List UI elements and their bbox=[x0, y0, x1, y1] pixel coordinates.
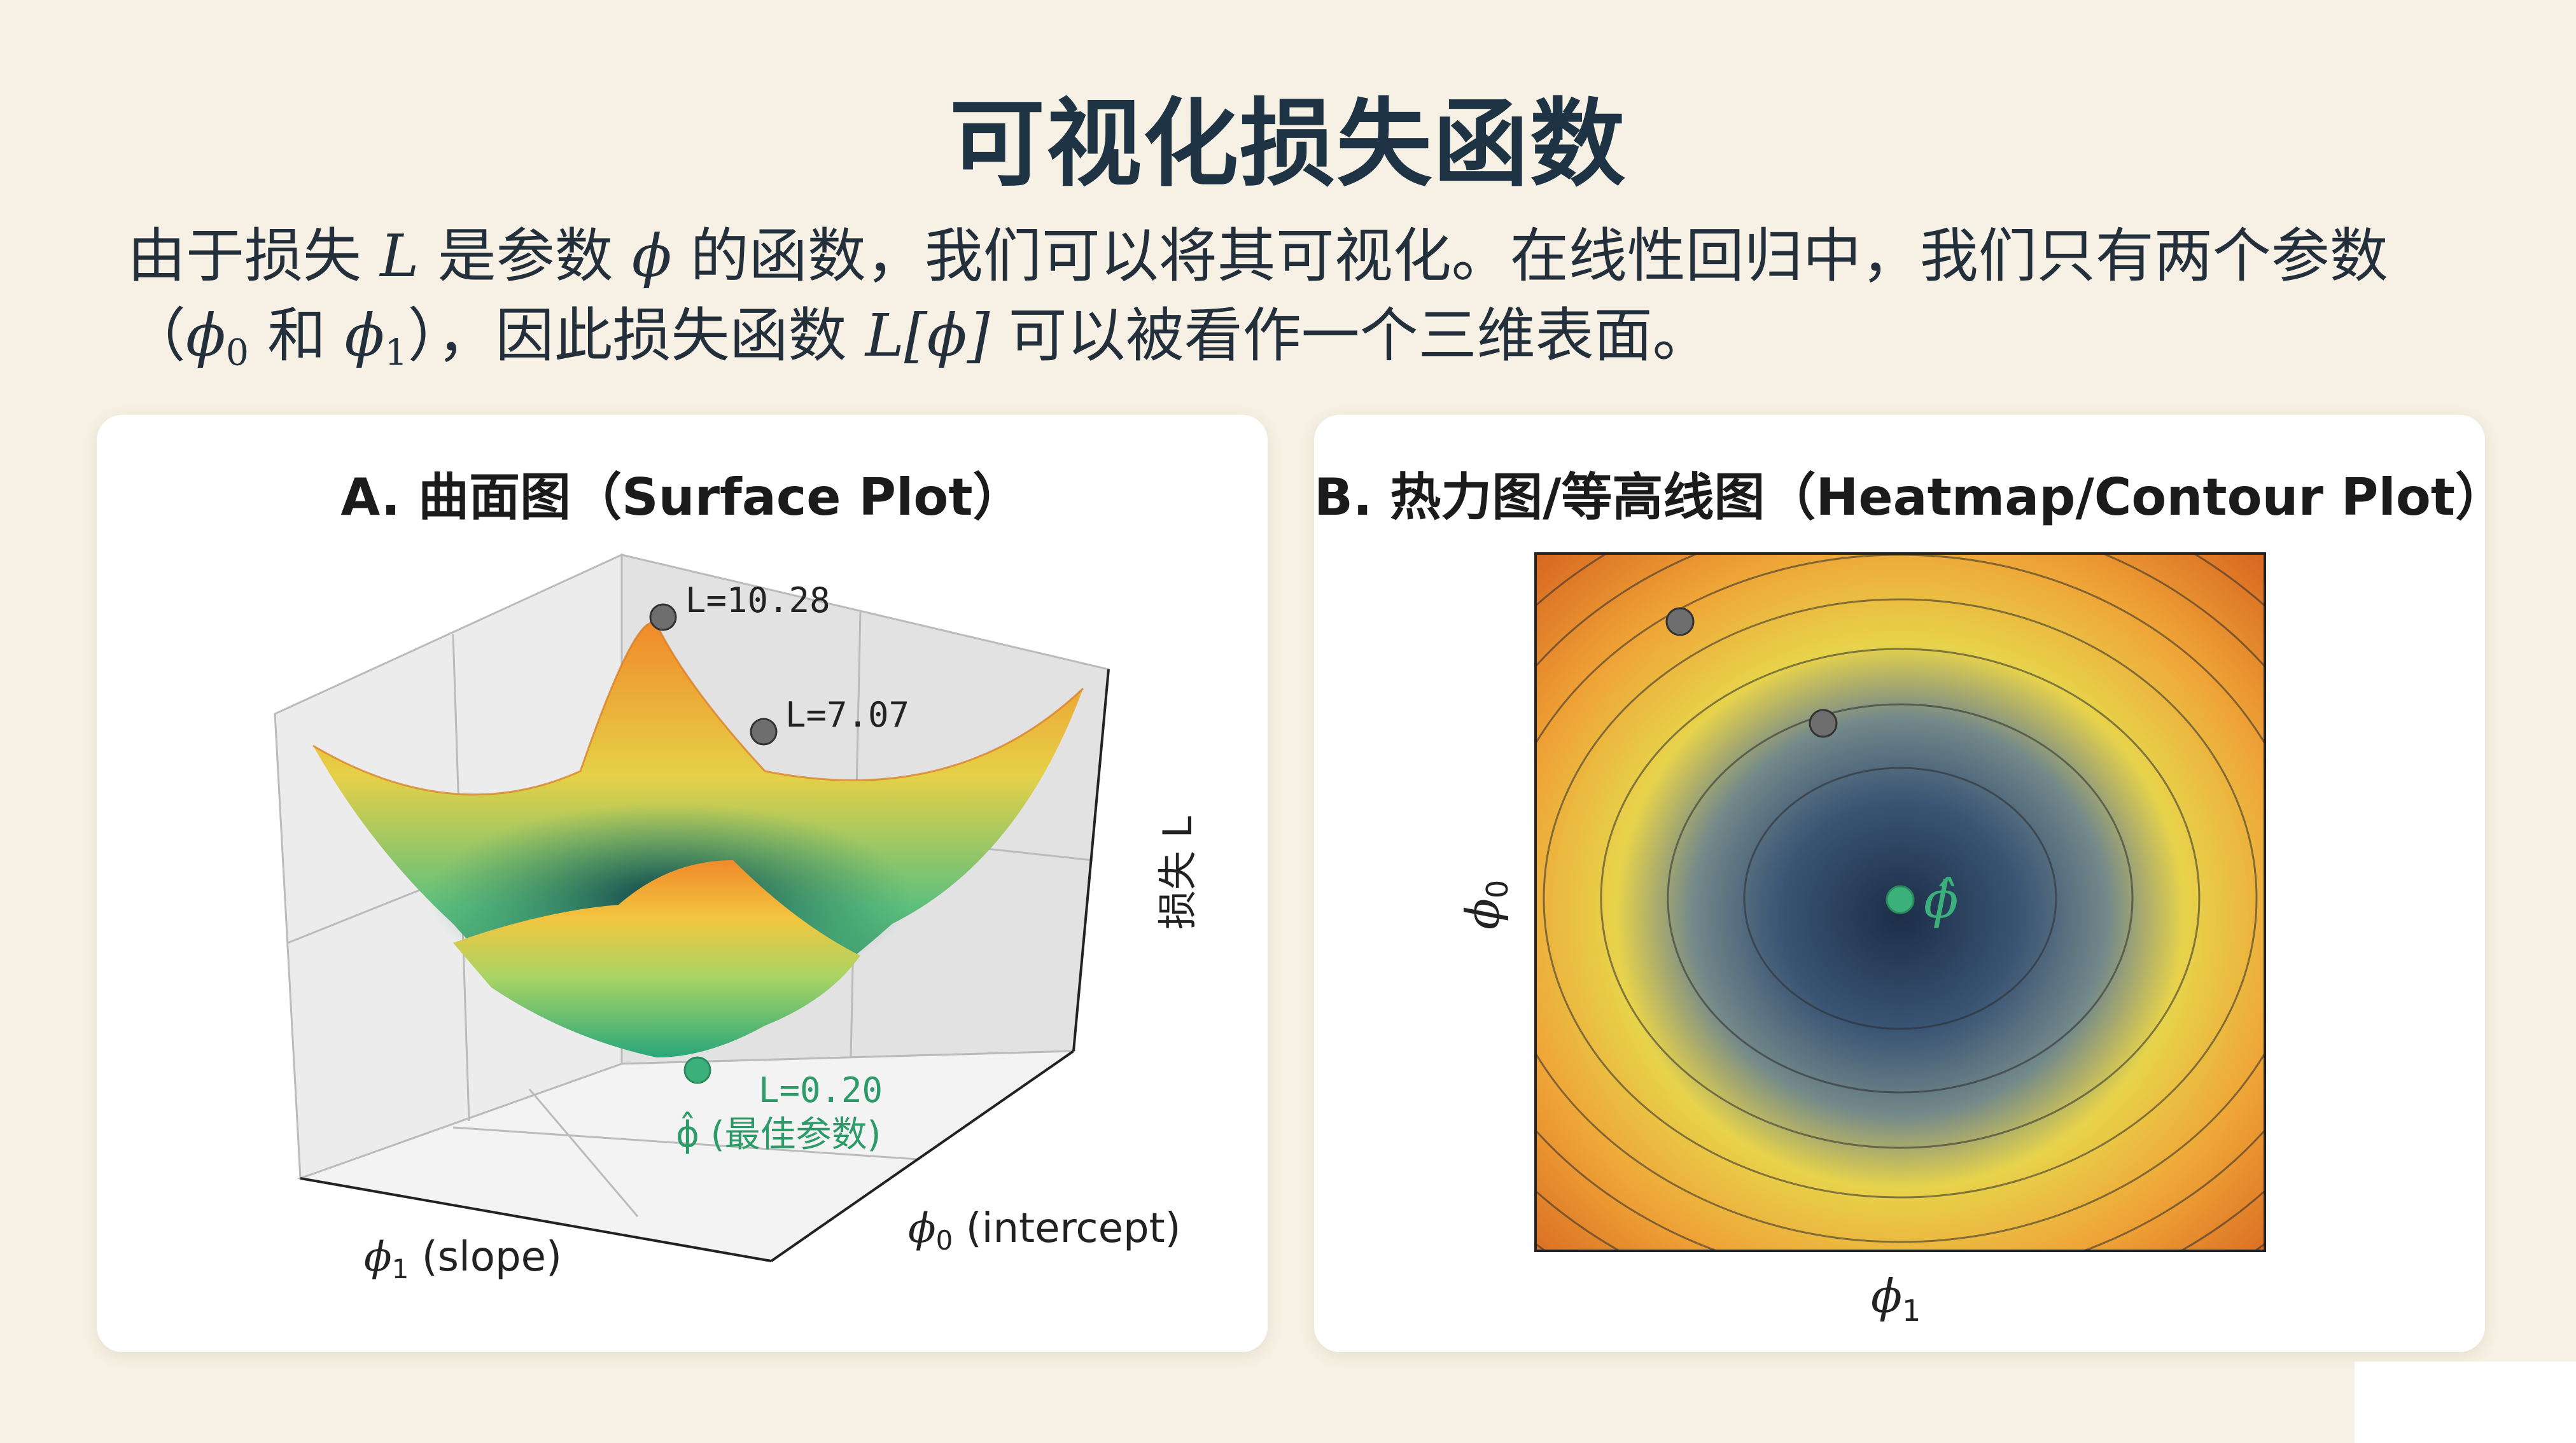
contour-plot: ϕ̂ ϕ1 ϕ0 bbox=[1456, 552, 2266, 1328]
page-title: 可视化损失函数 bbox=[949, 89, 1627, 200]
phi-symbol: ϕ bbox=[631, 222, 672, 290]
loss-symbol: L bbox=[380, 222, 419, 290]
contour-y-axis-label: ϕ0 bbox=[1456, 880, 1515, 930]
intro-line-2: （ϕ0 和 ϕ1），因此损失函数 L[ϕ] 可以被看作一个三维表面。 bbox=[127, 302, 1711, 374]
contour-point-mid bbox=[1809, 709, 1838, 738]
phi0-symbol: ϕ0 bbox=[186, 302, 249, 374]
contour-point-best bbox=[1886, 885, 1915, 914]
point-min-loss bbox=[683, 1056, 711, 1084]
phi1-symbol: ϕ1 bbox=[344, 302, 408, 374]
surface-plot-title: A. 曲面图（Surface Plot） bbox=[340, 468, 1024, 527]
x-axis-label: ϕ1 (slope) bbox=[364, 1234, 562, 1285]
surface-plot-card: A. 曲面图（Surface Plot） bbox=[97, 415, 1268, 1352]
point-mid-loss bbox=[750, 718, 778, 746]
axis-spines bbox=[300, 669, 1110, 1262]
z-axis-label: 损失 L bbox=[1154, 816, 1201, 930]
y-axis-label: ϕ0 (intercept) bbox=[908, 1205, 1181, 1256]
point-high-loss-label: L=10.28 bbox=[685, 580, 830, 620]
contour-point-high bbox=[1665, 607, 1695, 636]
surface-plot: L=10.28 L=7.07 L=0.20 ϕ̂ (最佳参数) 损失 L ϕ1 … bbox=[274, 553, 1201, 1285]
corner-patch bbox=[2355, 1362, 2576, 1443]
plot-frame bbox=[1534, 552, 2266, 1252]
surface-points: L=10.28 L=7.07 L=0.20 ϕ̂ (最佳参数) bbox=[649, 580, 909, 1155]
contour-plot-card: B. 热力图/等高线图（Heatmap/Contour Plot） bbox=[1314, 415, 2507, 1352]
point-min-loss-label: L=0.20 bbox=[759, 1070, 883, 1110]
intro-paragraph: 由于损失 L 是参数 ϕ 的函数，我们可以将其可视化。在线性回归中，我们只有两个… bbox=[127, 216, 2482, 393]
point-high-loss bbox=[649, 603, 677, 631]
intro-line-1: 由于损失 L 是参数 ϕ 的函数，我们可以将其可视化。在线性回归中，我们只有两个… bbox=[127, 222, 2388, 290]
contour-x-axis-label: ϕ1 bbox=[1871, 1269, 1921, 1328]
contour-plot-title: B. 热力图/等高线图（Heatmap/Contour Plot） bbox=[1314, 468, 2507, 527]
loss-function-symbol: L[ϕ] bbox=[865, 302, 990, 370]
contour-best-label: ϕ̂ bbox=[1924, 870, 1959, 930]
loss-surface bbox=[312, 622, 1084, 1057]
best-params-label: ϕ̂ (最佳参数) bbox=[676, 1112, 881, 1155]
point-mid-loss-label: L=7.07 bbox=[785, 695, 909, 735]
